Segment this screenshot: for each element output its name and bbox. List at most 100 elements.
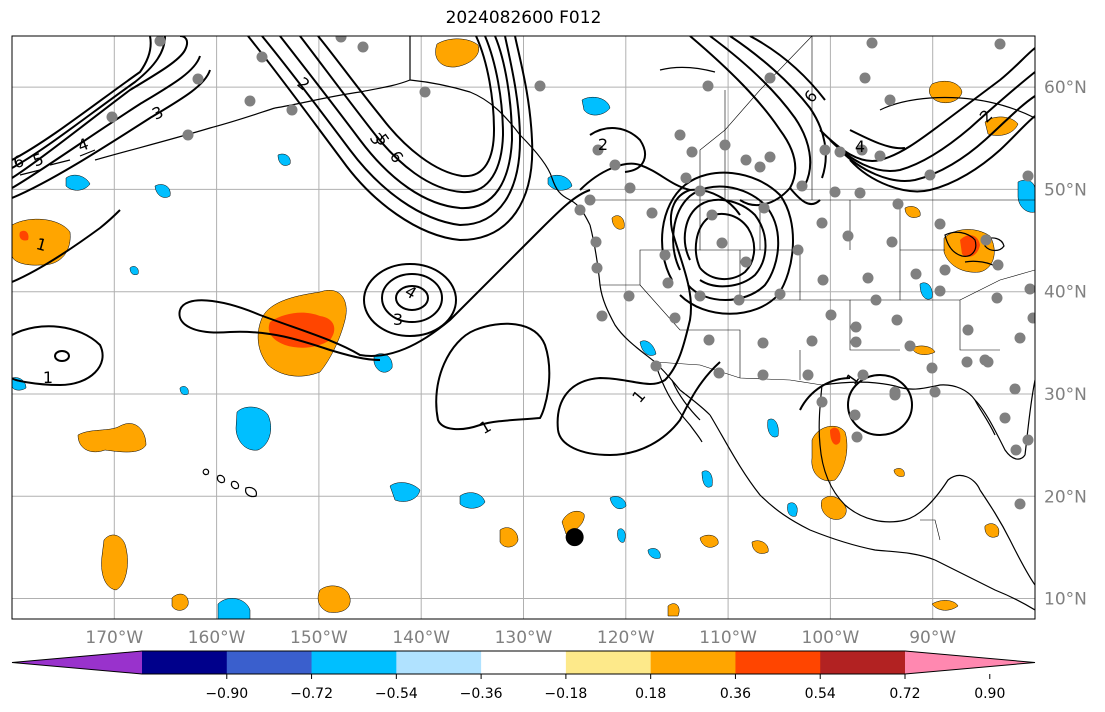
negative-anomaly-area — [701, 470, 713, 488]
negative-anomaly-area — [547, 175, 573, 191]
colorbar-tick-label: 0.18 — [635, 686, 666, 702]
storm-marker — [565, 528, 584, 547]
station-dot — [934, 218, 946, 230]
station-dot — [757, 369, 769, 381]
longitude-ticks: 170°W 160°W 150°W 140°W 130°W 120°W 110°W 100°W… — [85, 628, 956, 648]
lon-tick-label: 150°W — [290, 628, 348, 648]
station-dot — [659, 249, 671, 261]
station-dot — [106, 111, 118, 123]
station-dot — [680, 172, 692, 184]
station-dot — [904, 340, 916, 352]
station-dot — [825, 309, 837, 321]
station-dot — [939, 264, 951, 276]
station-dot — [703, 334, 715, 346]
station-dot — [534, 80, 546, 92]
colorbar-tick-label: −0.72 — [290, 686, 333, 702]
station-dot — [926, 362, 938, 374]
station-dot — [829, 186, 841, 198]
colorbar-outline — [11, 650, 1036, 675]
station-dot — [713, 367, 725, 379]
station-dot — [1024, 283, 1035, 295]
lat-tick-label: 10°N — [1044, 590, 1087, 610]
contour-label: 3 — [393, 310, 403, 329]
station-dot — [884, 94, 896, 106]
station-dot — [591, 262, 603, 274]
colorbar-tick-label: 0.54 — [805, 686, 836, 702]
negative-anomaly-area — [767, 418, 779, 438]
station-dot — [592, 144, 604, 156]
station-dot — [646, 207, 658, 219]
station-dot — [850, 336, 862, 348]
colorbar-extend-high — [905, 651, 1035, 674]
lat-tick-label: 20°N — [1044, 487, 1087, 507]
station-dot — [1014, 332, 1026, 344]
station-dot — [584, 194, 596, 206]
station-dot — [609, 159, 621, 171]
station-dot — [694, 290, 706, 302]
colorbar-segment — [311, 651, 397, 674]
lat-tick-label: 30°N — [1044, 385, 1087, 405]
negative-anomaly-area — [919, 282, 933, 300]
colorbar-segment — [565, 651, 652, 674]
station-dot — [961, 356, 973, 368]
negative-anomaly-area — [235, 406, 271, 451]
station-dot — [758, 202, 770, 214]
lat-tick-label: 60°N — [1044, 78, 1087, 98]
colorbar-segment — [820, 651, 906, 674]
station-dot — [596, 310, 608, 322]
negative-anomaly-area — [179, 386, 189, 395]
map-frame — [11, 35, 1036, 620]
station-dot — [991, 292, 1003, 304]
strong-positive-anomaly-area — [19, 230, 29, 241]
positive-anomaly-area — [699, 534, 719, 548]
colorbar-tick-label: 0.90 — [974, 686, 1005, 702]
station-dot — [802, 369, 814, 381]
map-title: 2024082600 F012 — [445, 8, 602, 28]
negative-anomaly-area — [277, 153, 291, 166]
station-dot — [256, 51, 268, 63]
lon-tick-label: 170°W — [85, 628, 143, 648]
station-dot — [817, 274, 829, 286]
station-dot — [856, 144, 868, 156]
station-dot — [992, 259, 1004, 271]
station-dot — [357, 41, 369, 53]
station-dot — [686, 146, 698, 158]
positive-anomaly-area — [911, 345, 936, 355]
station-dot — [792, 244, 804, 256]
station-dot — [419, 86, 431, 98]
lon-tick-label: 160°W — [188, 628, 246, 648]
negative-anomaly-area — [217, 598, 251, 619]
positive-anomaly-area — [821, 496, 847, 520]
positive-anomaly-area — [893, 468, 905, 477]
station-dot — [154, 36, 166, 47]
colorbar-segment — [735, 651, 821, 674]
station-dot — [702, 80, 714, 92]
positive-anomaly-area — [984, 523, 1000, 538]
station-dot — [1027, 312, 1035, 324]
negative-anomaly-area — [581, 97, 611, 116]
positive-anomaly-area — [499, 527, 519, 548]
station-dot — [891, 314, 903, 326]
lon-tick-label: 140°W — [392, 628, 450, 648]
station-dot — [182, 129, 194, 141]
positive-anomaly-area — [931, 600, 959, 611]
colorbar-tick-label: −0.18 — [544, 686, 587, 702]
positive-anomaly-area — [904, 206, 921, 218]
colorbar-extend-low — [12, 651, 142, 674]
station-dot — [854, 187, 866, 199]
station-dot — [706, 209, 718, 221]
colorbar-tick-label: 0.72 — [889, 686, 920, 702]
station-dot — [1009, 383, 1021, 395]
station-dot — [994, 38, 1006, 50]
positive-anomaly-area — [317, 585, 351, 613]
station-dot — [1010, 444, 1022, 456]
colorbar: −0.90 −0.72 −0.54 −0.36 −0.18 0.18 0.36 0.54 0.7… — [11, 650, 1036, 702]
station-dot — [886, 236, 898, 248]
station-dot — [716, 237, 728, 249]
negative-anomaly-area — [639, 340, 657, 356]
station-dot — [694, 185, 706, 197]
station-dot — [859, 72, 871, 84]
colorbar-tick-label: −0.90 — [205, 686, 248, 702]
station-dot — [1022, 434, 1034, 446]
